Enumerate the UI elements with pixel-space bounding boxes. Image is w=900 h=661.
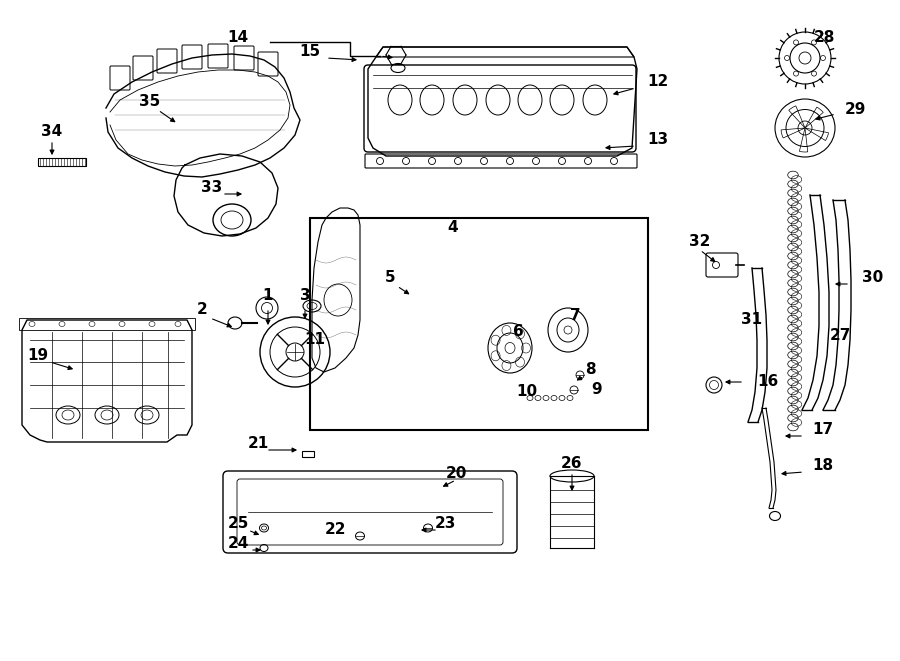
- Text: 5: 5: [384, 270, 395, 286]
- Text: 35: 35: [140, 95, 160, 110]
- Text: 28: 28: [814, 30, 834, 46]
- Bar: [302, 451, 314, 457]
- Bar: [38, 158, 86, 166]
- Text: 22: 22: [324, 522, 346, 537]
- Text: 32: 32: [689, 235, 711, 249]
- Text: 19: 19: [27, 348, 49, 362]
- Bar: [19, 318, 195, 330]
- Text: 11: 11: [304, 332, 326, 348]
- Text: 20: 20: [446, 467, 467, 481]
- Text: 7: 7: [570, 307, 580, 323]
- Text: 9: 9: [591, 383, 602, 397]
- Text: 18: 18: [812, 459, 833, 473]
- Text: 16: 16: [757, 375, 778, 389]
- Text: 13: 13: [647, 132, 668, 147]
- Text: 2: 2: [196, 303, 207, 317]
- Text: 34: 34: [41, 124, 63, 139]
- Text: 8: 8: [585, 362, 595, 377]
- Text: 15: 15: [300, 44, 320, 59]
- Text: 12: 12: [647, 75, 668, 89]
- Text: 6: 6: [513, 325, 524, 340]
- Text: 33: 33: [202, 180, 222, 196]
- Bar: [310, 218, 648, 430]
- Text: 27: 27: [830, 327, 851, 342]
- Text: 29: 29: [845, 102, 867, 118]
- Text: 3: 3: [300, 288, 310, 303]
- Text: 25: 25: [228, 516, 248, 531]
- Text: 31: 31: [742, 313, 762, 327]
- Text: 10: 10: [517, 385, 537, 399]
- Text: 4: 4: [447, 221, 458, 235]
- Text: 1: 1: [263, 288, 274, 303]
- Text: 26: 26: [562, 457, 583, 471]
- Text: 14: 14: [228, 30, 248, 46]
- Text: 23: 23: [435, 516, 455, 531]
- Text: 30: 30: [862, 270, 883, 286]
- Text: 17: 17: [812, 422, 833, 438]
- Text: 21: 21: [248, 436, 268, 451]
- Text: 24: 24: [228, 537, 248, 551]
